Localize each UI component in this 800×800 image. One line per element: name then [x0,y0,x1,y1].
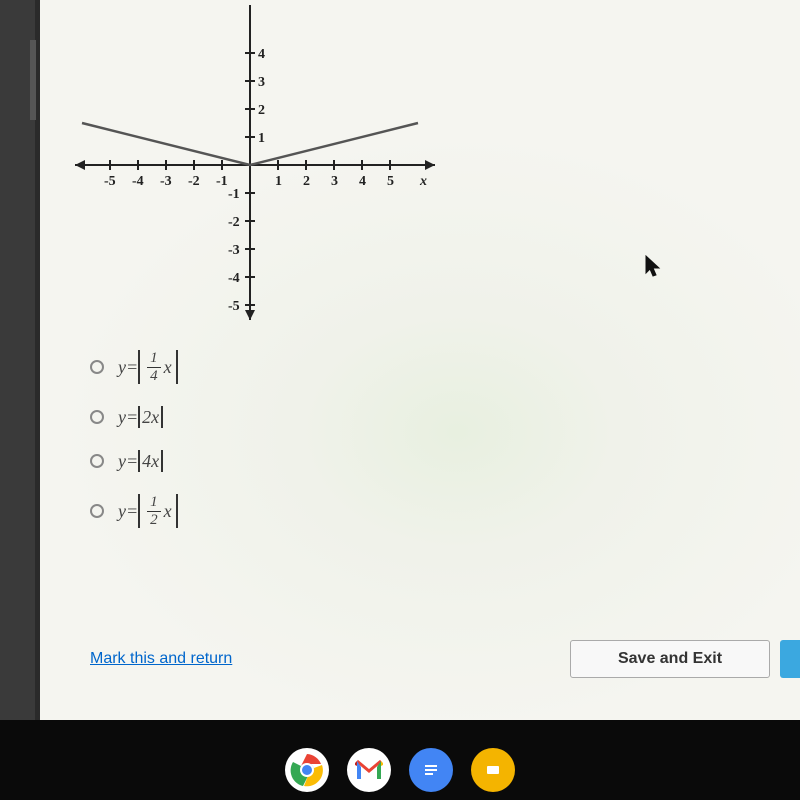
svg-text:-5: -5 [228,299,240,314]
next-button[interactable] [780,640,800,678]
option-3[interactable]: y = 4x [90,450,390,472]
option-1[interactable]: y = 1 4 x [90,350,390,384]
abs-bars: 2x [138,406,163,428]
svg-text:4: 4 [359,174,366,189]
svg-text:3: 3 [331,174,338,189]
screen: -5 -4 -3 -2 -1 1 2 3 4 5 x 1 [0,0,800,720]
equation-2: y = 2x [118,406,163,428]
option-4[interactable]: y = 1 2 x [90,494,390,528]
svg-text:2: 2 [303,174,310,189]
denominator: 4 [150,368,158,384]
fraction: 1 4 [147,351,161,384]
equation-1: y = 1 4 x [118,350,178,384]
gmail-icon[interactable] [347,748,391,792]
abs-bars: 1 2 x [138,494,178,528]
svg-text:-1: -1 [216,174,228,189]
docs-icon[interactable] [409,748,453,792]
abs-inner: 2x [142,407,159,428]
svg-text:4: 4 [258,47,265,62]
chrome-icon[interactable] [285,748,329,792]
coordinate-graph: -5 -4 -3 -2 -1 1 2 3 4 5 x 1 [50,0,450,330]
radio-icon[interactable] [90,504,104,518]
numerator: 1 [147,351,161,368]
mark-return-link[interactable]: Mark this and return [90,650,232,668]
answer-options: y = 1 4 x y = [90,350,390,550]
svg-text:1: 1 [275,174,282,189]
taskbar [0,720,800,800]
option-2[interactable]: y = 2x [90,406,390,428]
svg-text:2: 2 [258,103,265,118]
var-x: x [164,357,172,378]
svg-text:-3: -3 [160,174,172,189]
equals: = [126,451,138,472]
var-y: y [118,501,126,522]
slides-icon[interactable] [471,748,515,792]
svg-text:3: 3 [258,75,265,90]
sidebar-handle[interactable] [30,40,36,120]
mouse-cursor-icon [645,255,663,279]
radio-icon[interactable] [90,410,104,424]
denominator: 2 [150,512,158,528]
svg-text:-2: -2 [188,174,200,189]
radio-icon[interactable] [90,360,104,374]
svg-text:-5: -5 [104,174,116,189]
svg-text:-2: -2 [228,215,240,230]
var-x: x [164,501,172,522]
svg-text:-1: -1 [228,187,240,202]
svg-text:-3: -3 [228,243,240,258]
svg-text:x: x [419,174,427,189]
var-y: y [118,451,126,472]
svg-text:-4: -4 [132,174,144,189]
equation-4: y = 1 2 x [118,494,178,528]
svg-text:-4: -4 [228,271,240,286]
save-exit-label: Save and Exit [618,650,722,668]
left-sidebar [0,0,35,720]
var-y: y [118,357,126,378]
numerator: 1 [147,495,161,512]
equals: = [126,357,138,378]
svg-text:1: 1 [258,131,265,146]
var-y: y [118,407,126,428]
fraction: 1 2 [147,495,161,528]
dock [285,748,515,792]
radio-icon[interactable] [90,454,104,468]
quiz-content: -5 -4 -3 -2 -1 1 2 3 4 5 x 1 [40,0,800,720]
equals: = [126,407,138,428]
abs-inner: 4x [142,451,159,472]
equation-3: y = 4x [118,450,163,472]
equals: = [126,501,138,522]
abs-bars: 1 4 x [138,350,178,384]
save-exit-button[interactable]: Save and Exit [570,640,770,678]
abs-bars: 4x [138,450,163,472]
svg-text:5: 5 [387,174,394,189]
